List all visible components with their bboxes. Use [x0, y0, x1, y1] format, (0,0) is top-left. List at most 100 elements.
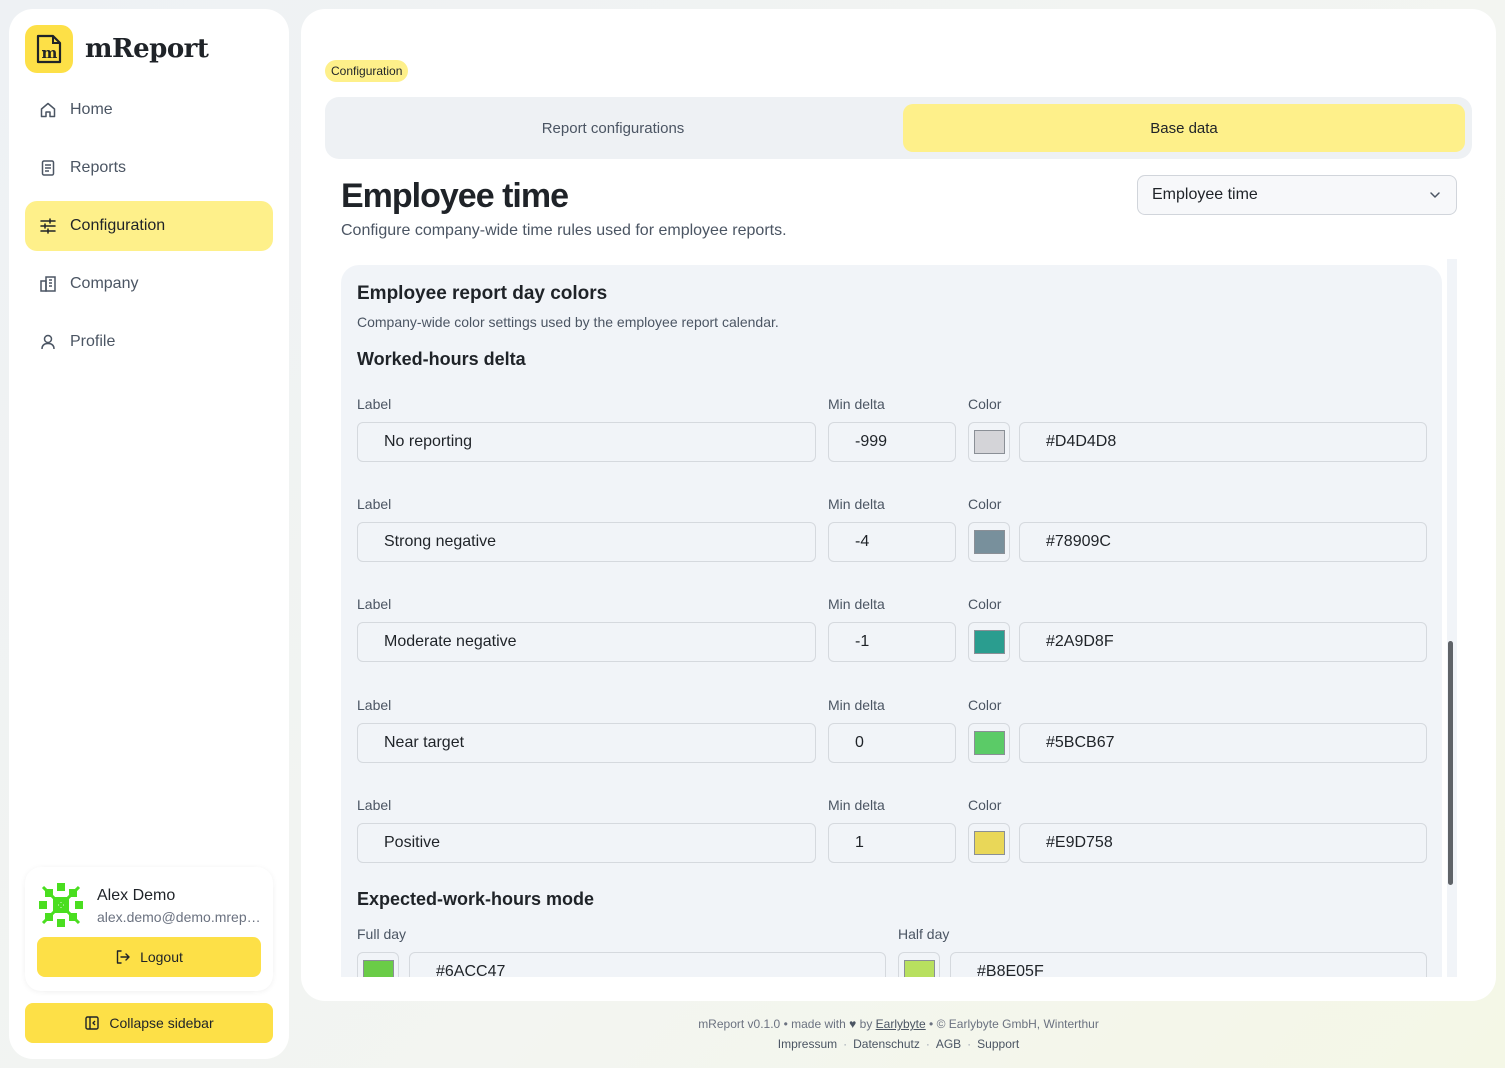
- sidebar-item-company[interactable]: Company: [25, 259, 273, 309]
- footer-made-with: made with: [791, 1017, 846, 1031]
- min-delta-column-label: Min delta: [828, 496, 885, 512]
- color-swatch: [973, 731, 1005, 755]
- color-column-label: Color: [968, 797, 1002, 813]
- day-colors-panel: Employee report day colors Company-wide …: [341, 265, 1442, 995]
- row-min-delta-input[interactable]: -1: [828, 622, 956, 662]
- label-column-label: Label: [357, 797, 392, 813]
- heart-icon: ♥: [849, 1017, 857, 1031]
- tab-base-data[interactable]: Base data: [903, 104, 1465, 152]
- sidebar-item-configuration[interactable]: Configuration: [25, 201, 273, 251]
- sidebar-item-label: Configuration: [70, 217, 166, 234]
- svg-text:m: m: [42, 44, 58, 62]
- section-title: Employee report day colors: [357, 283, 608, 304]
- color-picker[interactable]: [968, 823, 1010, 863]
- collapse-sidebar-button[interactable]: Collapse sidebar: [25, 1003, 273, 1043]
- sidebar-item-label: Company: [70, 275, 139, 292]
- footer-link-datenschutz[interactable]: Datenschutz: [853, 1037, 920, 1051]
- content-clip: [341, 977, 1451, 1001]
- color-swatch: [973, 630, 1005, 654]
- min-delta-column-label: Min delta: [828, 797, 885, 813]
- row-min-delta-input[interactable]: 0: [828, 723, 956, 763]
- select-value: Employee time: [1152, 186, 1258, 203]
- row-color-hex-input[interactable]: #D4D4D8: [1019, 422, 1427, 462]
- building-icon: [39, 275, 57, 293]
- color-column-label: Color: [968, 697, 1002, 713]
- sidebar: m mReport Home Reports Configuration: [9, 9, 289, 1059]
- page-subtitle: Configure company-wide time rules used f…: [341, 222, 787, 239]
- user-card: Alex Demo alex.demo@demo.mreport.ch Logo…: [25, 867, 273, 991]
- min-delta-column-label: Min delta: [828, 396, 885, 412]
- logout-button[interactable]: Logout: [37, 937, 261, 977]
- sidebar-item-home[interactable]: Home: [25, 85, 273, 135]
- sidebar-item-label: Home: [70, 101, 113, 118]
- row-color-hex-input[interactable]: #78909C: [1019, 522, 1427, 562]
- sidebar-item-reports[interactable]: Reports: [25, 143, 273, 193]
- report-icon: [39, 159, 57, 177]
- sidebar-nav: Home Reports Configuration Company Profi…: [25, 85, 273, 375]
- row-label-input[interactable]: Near target: [357, 723, 816, 763]
- color-picker[interactable]: [968, 723, 1010, 763]
- label-column-label: Label: [357, 697, 392, 713]
- color-column-label: Color: [968, 396, 1002, 412]
- tab-bar: Report configurations Base data: [325, 97, 1472, 159]
- logout-icon: [115, 949, 131, 965]
- color-swatch: [973, 530, 1005, 554]
- footer-author-link[interactable]: Earlybyte: [875, 1017, 926, 1031]
- logout-label: Logout: [140, 949, 183, 965]
- full-day-label: Full day: [357, 926, 407, 942]
- footer-copyright: © Earlybyte GmbH, Winterthur: [936, 1017, 1099, 1031]
- label-column-label: Label: [357, 496, 392, 512]
- delta-section-title: Worked-hours delta: [357, 349, 526, 369]
- scrollbar-thumb[interactable]: [1448, 641, 1453, 885]
- brand[interactable]: m mReport: [25, 25, 209, 73]
- row-label-input[interactable]: No reporting: [357, 422, 816, 462]
- tab-report-configurations[interactable]: Report configurations: [541, 119, 685, 137]
- label-column-label: Label: [357, 596, 392, 612]
- color-column-label: Color: [968, 596, 1002, 612]
- user-icon: [39, 333, 57, 351]
- main-content: Configuration Report configurations Base…: [301, 9, 1496, 1001]
- row-label-input[interactable]: Moderate negative: [357, 622, 816, 662]
- min-delta-column-label: Min delta: [828, 697, 885, 713]
- footer-link-support[interactable]: Support: [977, 1037, 1020, 1051]
- color-picker[interactable]: [968, 622, 1010, 662]
- footer-link-agb[interactable]: AGB: [935, 1037, 962, 1051]
- scrollbar-track[interactable]: [1447, 259, 1457, 977]
- base-data-select[interactable]: Employee time: [1137, 175, 1457, 215]
- row-min-delta-input[interactable]: -4: [828, 522, 956, 562]
- row-color-hex-input[interactable]: #2A9D8F: [1019, 622, 1427, 662]
- color-picker[interactable]: [968, 422, 1010, 462]
- footer-version: mReport v0.1.0: [698, 1017, 781, 1031]
- sidebar-item-label: Reports: [70, 159, 127, 176]
- sidebar-collapse-icon: [84, 1015, 100, 1031]
- sliders-icon: [39, 217, 57, 235]
- section-description: Company-wide color settings used by the …: [357, 314, 779, 330]
- home-icon: [39, 101, 57, 119]
- brand-name: mReport: [85, 34, 209, 64]
- footer-links: Impressum · Datenschutz · AGB · Support: [777, 1037, 1020, 1051]
- color-swatch: [973, 831, 1005, 855]
- page-title: Employee time: [341, 177, 569, 215]
- sidebar-item-profile[interactable]: Profile: [25, 317, 273, 367]
- min-delta-column-label: Min delta: [828, 596, 885, 612]
- avatar: [37, 881, 85, 929]
- row-color-hex-input[interactable]: #5BCB67: [1019, 723, 1427, 763]
- label-column-label: Label: [357, 396, 392, 412]
- row-label-input[interactable]: Positive: [357, 823, 816, 863]
- sidebar-item-label: Profile: [70, 333, 116, 350]
- row-label-input[interactable]: Strong negative: [357, 522, 816, 562]
- color-picker[interactable]: [968, 522, 1010, 562]
- collapse-sidebar-label: Collapse sidebar: [109, 1015, 214, 1031]
- row-min-delta-input[interactable]: 1: [828, 823, 956, 863]
- mode-section-title: Expected-work-hours mode: [357, 889, 595, 909]
- row-color-hex-input[interactable]: #E9D758: [1019, 823, 1427, 863]
- breadcrumb: Configuration: [325, 60, 409, 82]
- footer-credits: mReport v0.1.0 • made with ♥ by Earlybyt…: [698, 1017, 1099, 1031]
- mreport-logo-icon: m: [25, 25, 73, 73]
- chevron-down-icon: [1428, 188, 1442, 207]
- half-day-label: Half day: [898, 926, 950, 942]
- color-swatch: [973, 430, 1005, 454]
- footer-link-impressum[interactable]: Impressum: [777, 1037, 838, 1051]
- row-min-delta-input[interactable]: -999: [828, 422, 956, 462]
- color-column-label: Color: [968, 496, 1002, 512]
